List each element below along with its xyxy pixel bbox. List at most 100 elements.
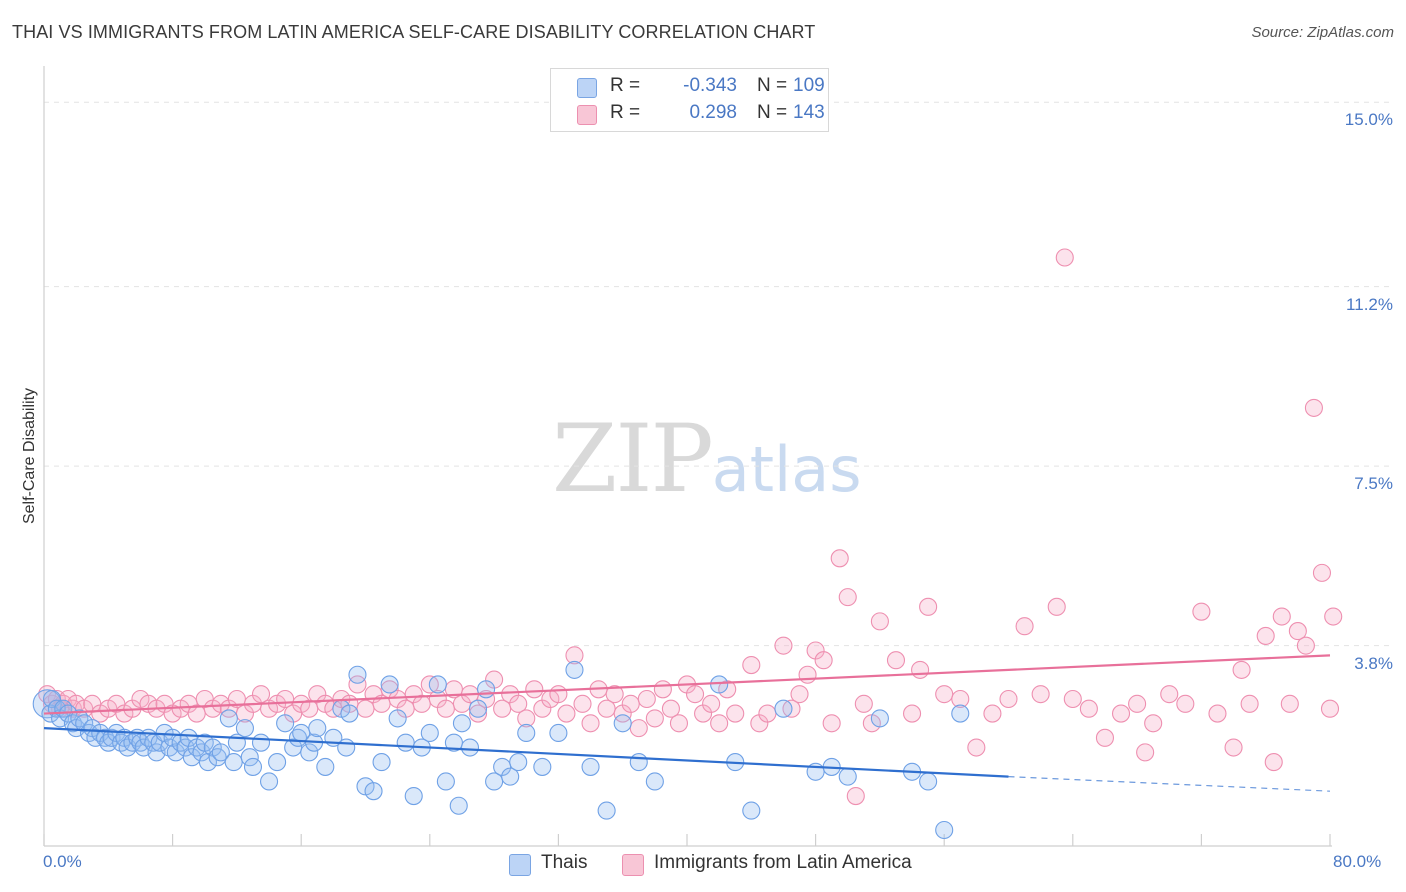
latam-point [436,699,455,718]
latam-point [1128,694,1147,713]
thai-point [348,665,367,684]
thai-point [198,753,218,772]
latam-point [999,689,1018,709]
thai-point [428,675,447,694]
latam-point [1240,694,1259,713]
latam-point [1324,607,1343,626]
thai-point [501,767,520,786]
thai-point [710,675,729,694]
thai-point [211,743,230,762]
latam-point [645,709,664,728]
legend-r-value: -0.343 [683,75,737,96]
latam-point [1144,714,1163,733]
bottom-swatch-latam [622,854,644,876]
latam-point [919,597,938,616]
thai-point [420,723,439,743]
thai-point [436,772,455,791]
chart-title: THAI VS IMMIGRANTS FROM LATIN AMERICA SE… [12,22,816,42]
thai-point [340,704,359,723]
latam-point [1095,728,1114,747]
watermark-atlas: atlas [711,433,862,506]
latam-point [758,704,777,723]
latam-point [935,685,954,704]
latam-point [1031,685,1050,704]
thai-point [404,786,423,806]
latam-point [1079,699,1098,718]
latam-trend-line [43,654,1331,715]
thai-point [629,753,648,772]
latam-point [517,709,536,728]
latam-point [621,694,640,713]
latam-point [838,588,857,607]
latam-point [1111,704,1131,723]
y-tick-label: 11.2% [1346,294,1393,314]
latam-point [702,694,721,713]
latam-point [1136,743,1155,762]
latam-point [1063,689,1082,709]
thai-point [645,772,664,791]
latam-point [1047,597,1066,616]
thai-point [276,714,295,733]
latam-point [814,651,833,670]
latam-point [685,685,705,704]
latam-point [983,704,1002,723]
latam-point [1288,622,1307,641]
thai-point [337,738,356,757]
latam-point [549,685,568,704]
thai-point [468,699,488,718]
thai-point [396,733,415,752]
legend-r-value: 0.298 [689,102,737,123]
bottom-legend-label-thais: Thais [541,852,588,873]
thai-point [460,738,480,757]
thai-point [235,719,254,738]
latam-point [902,704,922,723]
latam-point [710,714,729,733]
y-tick-label: 7.5% [1354,474,1393,494]
thai-point [372,753,391,772]
thai-point [219,709,238,728]
latam-point [637,689,656,709]
thai-point [268,753,287,772]
thai-point [300,743,319,762]
latam-point [1264,753,1283,772]
latam-point [1208,704,1227,723]
legend-r-label: R = [610,75,641,96]
latam-point [468,704,488,723]
thai-point [240,748,259,767]
thai-point [316,757,335,776]
latam-point [790,685,809,704]
latam-point [1224,738,1243,757]
latam-point [1192,602,1211,621]
thai-point [919,772,938,791]
latam-point [822,714,841,733]
y-tick-label: 3.8% [1354,653,1393,673]
thai-point [32,689,62,719]
bottom-swatch-thais [509,854,531,876]
latam-point [581,714,600,733]
latam-point [774,636,793,655]
latam-point [348,675,367,694]
thai-point [565,660,584,679]
latam-point [1272,607,1291,626]
correlation-legend: R = -0.343 N = 109 R = 0.298 N = 143 [550,68,829,132]
thai-point [597,801,616,820]
latam-point [669,714,689,733]
y-tick-label: 15.0% [1344,110,1393,130]
axes [43,66,1332,847]
latam-point [1176,694,1195,713]
thai-point [449,796,468,815]
latam-point [967,738,986,757]
thai-point [243,757,263,776]
latam-point [1015,617,1034,636]
latam-point [1280,694,1299,713]
thai-point [613,714,632,733]
thai-point [517,723,536,743]
legend-swatch-latam [577,105,597,125]
latam-point [886,651,906,670]
thai-point [452,714,472,733]
thai-point [477,680,496,699]
thai-point [224,753,243,772]
latam-point [1232,660,1251,679]
latam-point [605,685,624,704]
